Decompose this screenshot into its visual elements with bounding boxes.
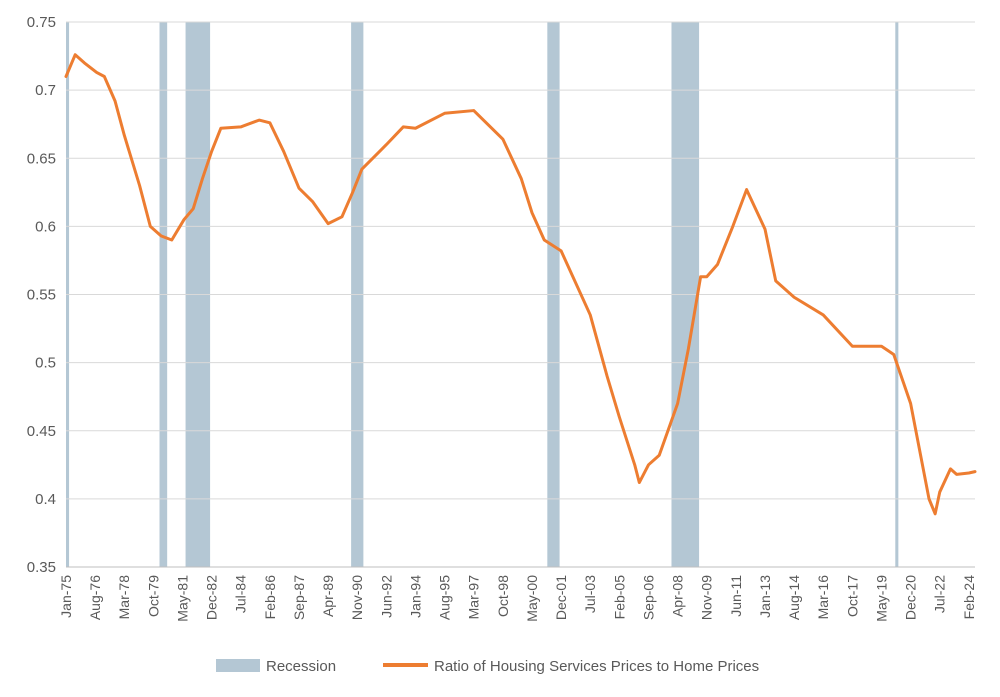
x-tick-label: Oct-79 <box>145 575 161 617</box>
x-tick-label: Mar-16 <box>815 575 831 620</box>
x-tick-label: Jul-22 <box>932 575 948 613</box>
y-tick-label: 0.4 <box>35 491 56 508</box>
x-tick-label: Dec-01 <box>553 575 569 620</box>
x-tick-label: May-19 <box>873 575 889 622</box>
x-tick-label: Apr-08 <box>670 575 686 617</box>
series-layer <box>64 53 977 516</box>
x-tick-label: May-00 <box>524 575 540 622</box>
x-tick-label: Oct-98 <box>495 575 511 617</box>
x-tick-label: Jun-92 <box>378 575 394 618</box>
legend-swatch-recession <box>216 659 260 672</box>
gridlines <box>66 21 975 568</box>
y-tick-label: 0.7 <box>35 82 56 99</box>
legend-label-ratio: Ratio of Housing Services Prices to Home… <box>434 658 759 675</box>
x-tick-label: Apr-89 <box>320 575 336 617</box>
y-tick-label: 0.35 <box>27 559 56 576</box>
x-tick-label: Oct-17 <box>844 575 860 617</box>
x-tick-label: Jan-75 <box>58 575 74 618</box>
x-tick-label: Jan-13 <box>757 575 773 618</box>
x-tick-label: Nov-09 <box>699 575 715 620</box>
x-tick-label: Sep-06 <box>640 575 656 620</box>
y-tick-label: 0.55 <box>27 287 56 304</box>
x-axis: Jan-75 Aug-76 Mar-78 Oct-79 May-81 Dec-82 Jul-… <box>58 575 977 622</box>
x-tick-label: Jul-84 <box>233 575 249 613</box>
x-tick-label: Feb-24 <box>961 575 977 620</box>
x-tick-label: Aug-95 <box>437 575 453 620</box>
x-tick-label: Sep-87 <box>291 575 307 620</box>
x-tick-label: Mar-78 <box>116 575 132 620</box>
y-tick-label: 0.5 <box>35 355 56 372</box>
x-tick-label: Jan-94 <box>407 575 423 618</box>
x-tick-label: Dec-20 <box>903 575 919 620</box>
x-tick-label: Dec-82 <box>204 575 220 620</box>
y-tick-label: 0.45 <box>27 423 56 440</box>
series-line-0 <box>64 53 977 516</box>
x-tick-label: Jun-11 <box>728 575 744 617</box>
x-tick-label: May-81 <box>174 575 190 622</box>
x-tick-label: Jul-03 <box>582 575 598 613</box>
y-tick-label: 0.6 <box>35 218 56 235</box>
legend-label-recession: Recession <box>266 658 336 675</box>
x-tick-label: Feb-05 <box>611 575 627 620</box>
x-tick-label: Aug-14 <box>786 575 802 620</box>
y-tick-label: 0.65 <box>27 150 56 167</box>
y-axis: 0.35 0.4 0.45 0.5 0.55 0.6 0.65 0.7 0.75 <box>27 14 56 576</box>
x-tick-label: Mar-97 <box>466 575 482 620</box>
x-tick-label: Aug-76 <box>87 575 103 620</box>
x-tick-label: Nov-90 <box>349 575 365 620</box>
x-tick-label: Feb-86 <box>262 575 278 620</box>
legend: Recession Ratio of Housing Services Pric… <box>216 658 759 675</box>
y-tick-label: 0.75 <box>27 14 56 31</box>
